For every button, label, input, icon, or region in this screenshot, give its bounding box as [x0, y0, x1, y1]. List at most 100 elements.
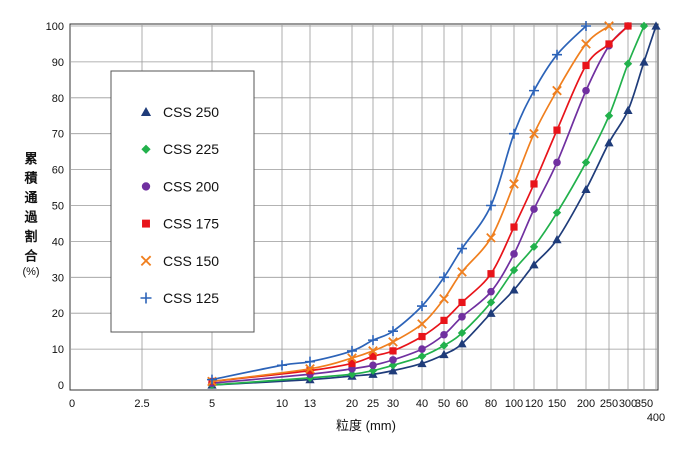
- x-tick-label: 50: [438, 398, 450, 410]
- legend-box: [110, 70, 255, 333]
- data-point: [486, 200, 496, 211]
- data-point: [509, 179, 519, 189]
- x-tick-label: 40: [416, 398, 428, 410]
- data-point: [581, 21, 591, 31]
- data-point: [651, 21, 661, 30]
- series-line: [211, 25, 645, 386]
- data-point: [369, 361, 377, 370]
- y-tick-label: 60: [52, 165, 64, 177]
- legend-item: CSS 175: [142, 216, 219, 232]
- x-tick-label: 250: [600, 398, 618, 410]
- y-axis-label-char: 積: [23, 171, 38, 186]
- data-point: [487, 287, 495, 296]
- data-point: [510, 223, 518, 231]
- data-point: [439, 294, 449, 304]
- y-axis-label-char: 過: [23, 210, 38, 225]
- data-point: [604, 138, 614, 147]
- data-point: [417, 352, 427, 361]
- data-point: [439, 349, 449, 359]
- y-axis-label-char: 割: [24, 229, 37, 244]
- x-axis-label: 粒度 (mm): [336, 418, 396, 433]
- data-point: [418, 345, 426, 353]
- y-tick-label: 70: [52, 129, 64, 141]
- data-point: [347, 353, 357, 363]
- data-point: [417, 319, 427, 329]
- data-point: [529, 260, 539, 269]
- y-tick-label: 50: [52, 201, 64, 213]
- x-tick-label: 2.5: [134, 398, 149, 410]
- data-point: [368, 366, 378, 375]
- x-tick-label: 10: [276, 398, 288, 410]
- data-point: [418, 332, 426, 341]
- data-point: [439, 272, 449, 283]
- data-point: [604, 21, 614, 31]
- data-point: [457, 339, 467, 348]
- data-point: [510, 250, 518, 258]
- x-tick-label: 400: [647, 412, 665, 424]
- data-point: [417, 358, 427, 368]
- data-point: [529, 85, 539, 96]
- data-point: [639, 57, 649, 66]
- data-point: [440, 316, 448, 324]
- data-point: [368, 335, 378, 346]
- data-point: [486, 232, 496, 243]
- legend-label: CSS 175: [163, 216, 219, 232]
- data-point: [581, 184, 591, 194]
- data-point: [623, 105, 633, 115]
- data-point: [529, 242, 539, 251]
- data-point: [509, 265, 519, 275]
- data-point: [552, 85, 562, 96]
- data-point: [142, 219, 150, 228]
- x-tick-label: 100: [505, 398, 523, 410]
- legend-label: CSS 250: [163, 104, 219, 120]
- x-tick-label: 0: [69, 398, 75, 410]
- data-point: [529, 128, 539, 139]
- data-point: [440, 330, 448, 339]
- data-point: [581, 39, 591, 49]
- data-point: [530, 180, 538, 188]
- data-point: [458, 312, 466, 321]
- data-point: [582, 61, 590, 70]
- x-tick-label: 300: [619, 398, 637, 410]
- y-tick-label: 20: [52, 308, 64, 320]
- series-css-175: [208, 22, 632, 386]
- data-point: [457, 328, 467, 338]
- legend-item: CSS 225: [141, 141, 219, 157]
- legend-item: CSS 125: [140, 290, 219, 306]
- x-tick-label: 20: [346, 398, 358, 410]
- y-tick-label: 100: [46, 21, 64, 33]
- x-tick-label: 80: [485, 398, 497, 410]
- data-point: [389, 347, 397, 355]
- data-point: [604, 111, 614, 120]
- data-point: [509, 285, 519, 294]
- data-point: [368, 346, 378, 356]
- data-point: [439, 341, 449, 350]
- x-tick-label: 60: [456, 398, 468, 410]
- data-point: [624, 22, 632, 30]
- data-point: [140, 106, 152, 117]
- legend-label: CSS 150: [163, 253, 219, 269]
- data-point: [388, 361, 398, 370]
- y-tick-label: 40: [52, 236, 64, 248]
- data-point: [347, 345, 357, 356]
- data-point: [487, 270, 495, 278]
- legend-item: CSS 150: [140, 253, 219, 269]
- y-tick-label: 0: [58, 380, 64, 392]
- data-point: [457, 267, 467, 277]
- data-point: [605, 40, 613, 48]
- x-tick-label: 5: [209, 398, 215, 410]
- data-point: [457, 243, 467, 254]
- y-tick-label: 80: [52, 93, 64, 105]
- data-point: [623, 59, 633, 68]
- y-tick-label: 30: [52, 272, 64, 284]
- data-point: [305, 356, 315, 367]
- x-tick-label: 25: [367, 398, 379, 410]
- data-point: [388, 366, 398, 375]
- series: [207, 21, 661, 390]
- series-css-150: [207, 21, 614, 387]
- data-point: [305, 364, 315, 374]
- data-point: [639, 21, 649, 31]
- y-axis-label-char: 通: [24, 190, 37, 205]
- x-tick-label: 120: [525, 398, 543, 410]
